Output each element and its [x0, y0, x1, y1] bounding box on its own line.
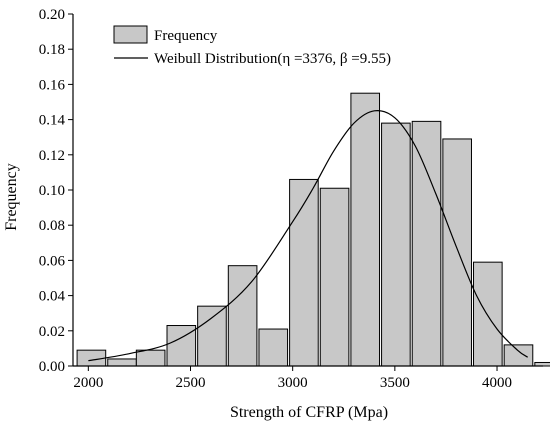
y-tick-label: 0.06 [39, 253, 66, 269]
histogram-bar [350, 92, 381, 367]
y-tick-label: 0.14 [39, 113, 66, 129]
histogram-bar [258, 328, 289, 367]
y-tick-label: 0.18 [39, 42, 65, 58]
histogram-bar [197, 305, 227, 367]
bars-group [76, 92, 550, 367]
x-tick-label: 2000 [73, 375, 103, 391]
y-tick-label: 0.10 [39, 183, 65, 199]
y-tick-label: 0.04 [39, 289, 66, 305]
y-tick-label: 0.08 [39, 218, 65, 234]
histogram-bar [135, 349, 166, 367]
legend-bar-swatch [113, 25, 148, 44]
histogram-bar [107, 358, 137, 367]
histogram-bar [319, 187, 350, 367]
y-tick-label: 0.20 [39, 7, 65, 23]
x-tick-label: 4000 [482, 375, 512, 391]
y-tick-label: 0.00 [39, 359, 65, 375]
histogram-bar [503, 344, 534, 367]
weibull-curve [88, 110, 529, 362]
x-axis-title: Strength of CFRP (Mpa) [230, 404, 388, 421]
y-tick-label: 0.02 [39, 324, 65, 340]
legend: Frequency Weibull Distribution(η =3376, … [113, 25, 391, 67]
y-axis-title: Frequency [3, 163, 20, 231]
histogram-bar [411, 120, 442, 367]
histogram-bar [473, 261, 503, 367]
histogram-bar [227, 265, 258, 367]
y-tick-label: 0.16 [39, 77, 66, 93]
histogram-bar [289, 178, 319, 367]
legend-label-frequency: Frequency [154, 28, 218, 44]
y-tick-label: 0.12 [39, 148, 65, 164]
x-tick-label: 3500 [380, 375, 410, 391]
histogram-bar [442, 138, 472, 367]
legend-label-weibull: Weibull Distribution(η =3376, β =9.55) [154, 51, 391, 67]
histogram-bar [534, 361, 550, 367]
ticks-group: 2000 2500 3000 3500 4000 0.00 0.02 0.04 0.06 0.08… [39, 7, 512, 391]
x-tick-label: 3000 [278, 375, 308, 391]
x-tick-label: 2500 [176, 375, 206, 391]
histogram-bar [381, 122, 411, 367]
